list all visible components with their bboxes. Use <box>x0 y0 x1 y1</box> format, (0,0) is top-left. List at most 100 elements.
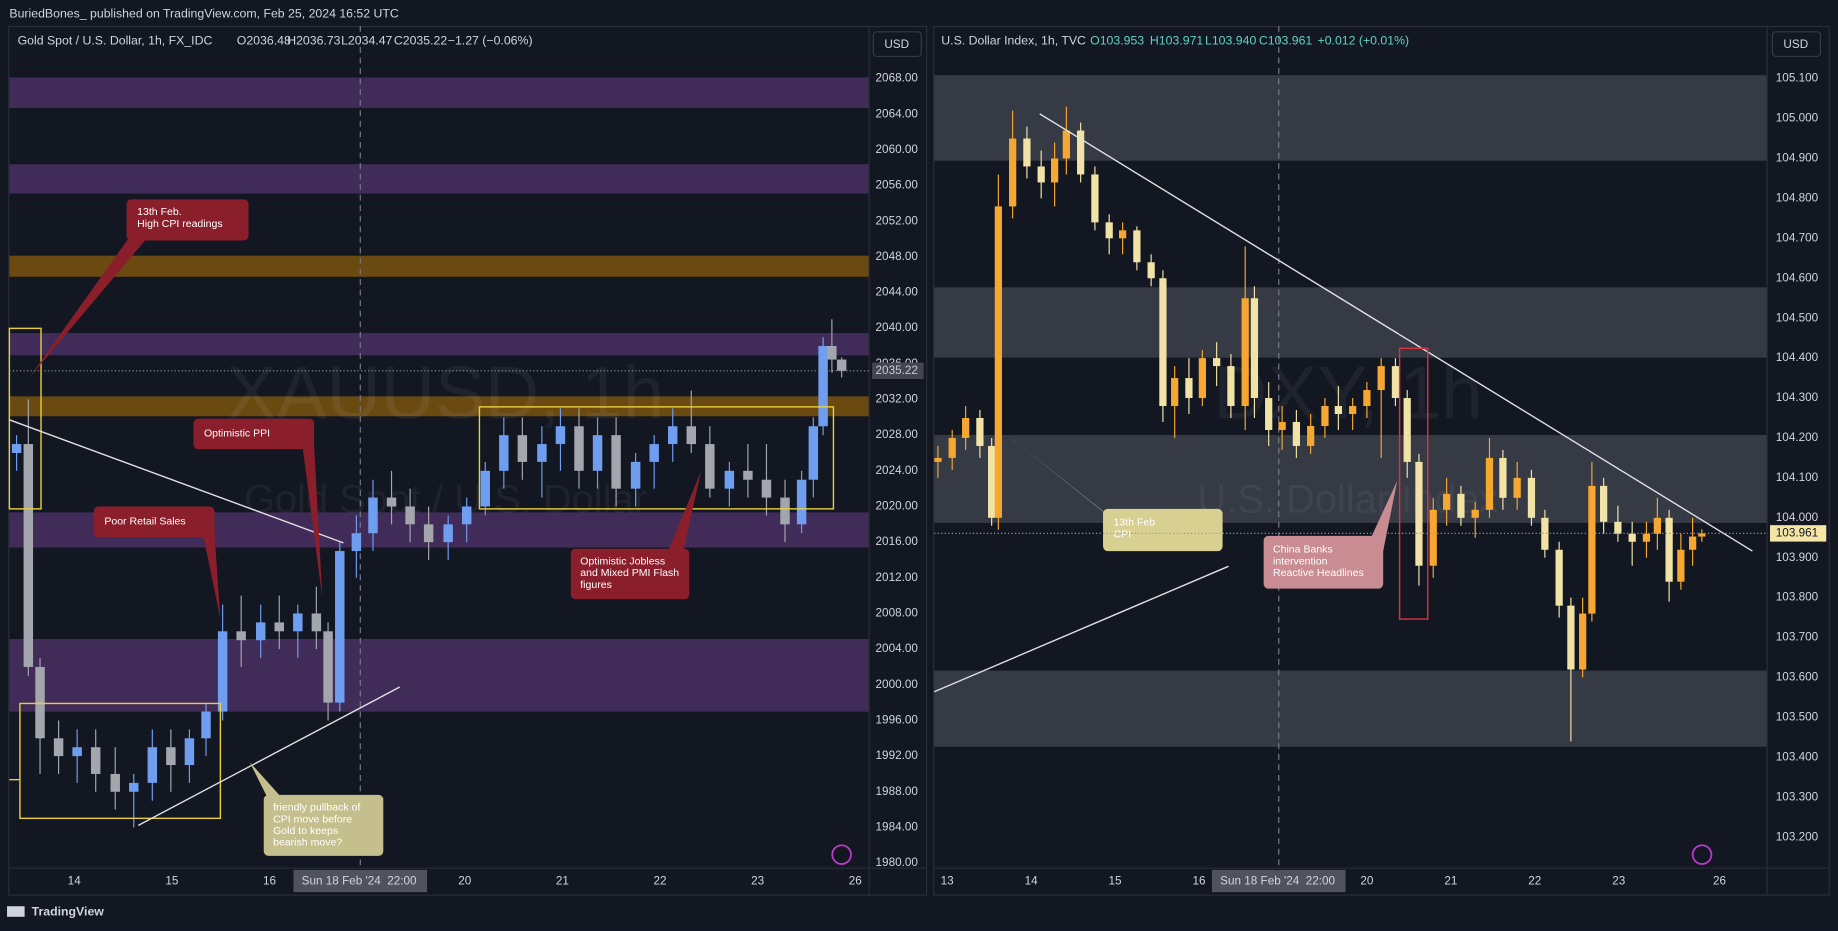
y-tick-label: 2048.00 <box>876 250 919 263</box>
callout-text: Poor Retail Sales <box>104 516 185 528</box>
y-tick-label: 104.500 <box>1776 311 1819 324</box>
callout <box>570 548 690 600</box>
candle-body <box>592 435 603 471</box>
callout <box>126 199 249 241</box>
candle-body <box>1600 485 1608 522</box>
y-tick-label: 2060.00 <box>876 143 919 156</box>
candle-body <box>1147 262 1155 279</box>
candle-body <box>166 747 176 766</box>
y-tick-label: 103.200 <box>1776 830 1819 843</box>
candle-body <box>1698 533 1706 537</box>
candle-body <box>217 631 228 712</box>
alert-icon[interactable] <box>1691 844 1713 865</box>
candle-body <box>129 782 139 792</box>
ohlc: −1.27 (−0.06%) <box>448 33 533 47</box>
y-tick-label: 104.200 <box>1776 431 1819 444</box>
candle-body <box>836 359 847 371</box>
candle-body <box>1292 421 1301 446</box>
y-tick-label: 2068.00 <box>876 72 919 85</box>
candle-body <box>255 622 266 641</box>
candle-body <box>517 435 528 462</box>
x-tick-label: 22 <box>654 875 667 888</box>
zones <box>9 77 869 712</box>
last-price-label: 103.961 <box>1776 526 1818 539</box>
callout-text: CPI <box>1114 528 1132 540</box>
candle-body <box>611 435 621 489</box>
candle-body <box>184 738 195 766</box>
candle-body <box>1403 398 1411 462</box>
candle-body <box>1050 158 1059 183</box>
candle-body <box>1377 366 1385 391</box>
y-tick-label: 2056.00 <box>876 179 919 192</box>
candle-body <box>368 497 378 534</box>
y-tick-label: 103.500 <box>1776 711 1819 724</box>
ohlc: H2036.73 <box>287 33 340 47</box>
y-tick-label: 2016.00 <box>876 535 919 548</box>
last-price-box <box>1770 525 1827 542</box>
currency-button[interactable] <box>1771 31 1822 57</box>
y-tick-label: 1992.00 <box>876 749 919 762</box>
candle-body <box>90 747 101 774</box>
candle-body <box>1541 517 1549 550</box>
candle-body <box>1614 521 1622 534</box>
candle-body <box>686 426 697 445</box>
y-tick-label: 103.800 <box>1776 591 1819 604</box>
candle-body <box>1023 138 1031 167</box>
zone <box>9 255 869 277</box>
candle-body <box>1391 366 1400 399</box>
currency[interactable]: USD <box>1783 38 1808 51</box>
y-tick-label: 104.100 <box>1776 471 1819 484</box>
candle-body <box>499 435 509 471</box>
callout-text: Optimistic PPI <box>204 428 270 440</box>
y-tick-label: 103.700 <box>1776 631 1819 644</box>
callout <box>1103 508 1223 552</box>
currency[interactable]: USD <box>884 38 909 51</box>
candle-body <box>35 666 45 739</box>
callout-text: CPI move before <box>273 813 352 825</box>
box <box>8 327 42 510</box>
y-tick-label: 103.300 <box>1776 790 1819 803</box>
candles <box>934 106 1706 742</box>
candle-body <box>988 445 996 518</box>
chart-title: Gold Spot / U.S. Dollar, 1h, FX_IDC <box>18 33 213 47</box>
callout-text: 13th Feb. <box>137 206 182 218</box>
candle-body <box>274 622 284 632</box>
x-tick-label: 14 <box>68 875 82 888</box>
candle-body <box>1579 613 1587 670</box>
currency-button[interactable] <box>872 31 922 57</box>
candle-body <box>480 470 490 507</box>
ohlc: C103.961 <box>1259 33 1312 47</box>
box <box>478 406 835 510</box>
candle-body <box>1443 493 1451 510</box>
callout <box>263 794 384 856</box>
callout-text: High CPI readings <box>137 218 222 230</box>
y-tick-label: 2000.00 <box>876 678 919 691</box>
trendline <box>933 565 1229 693</box>
y-tick-label: 1984.00 <box>876 821 919 834</box>
y-tick-label: 2008.00 <box>876 607 919 620</box>
candle-body <box>705 444 715 489</box>
candle-body <box>1499 457 1507 498</box>
callout-text: China Banks <box>1273 544 1333 556</box>
crosshair-time: 22:00 <box>1306 875 1336 888</box>
candle-body <box>649 444 659 462</box>
crosshair-label-box <box>293 869 428 893</box>
y-tick-label: 2020.00 <box>876 500 919 513</box>
alert-icon[interactable] <box>831 844 852 865</box>
logo <box>7 906 25 917</box>
zone <box>934 435 1767 523</box>
candle-body <box>236 631 246 641</box>
callout-text: bearish move? <box>273 837 342 849</box>
crosshair-date: Sun 18 Feb '24 <box>1220 875 1300 888</box>
callouts: 13th Feb CPI China Banks intervention Re… <box>1005 433 1398 589</box>
candle-body <box>630 461 641 489</box>
right-panel <box>933 25 1830 896</box>
callout <box>193 418 315 450</box>
candle-body <box>1349 406 1357 415</box>
x-tick-label: 15 <box>1109 875 1123 888</box>
x-tick-label: 16 <box>263 875 276 888</box>
candle-body <box>780 497 790 525</box>
candle-body <box>72 747 82 757</box>
candle-body <box>796 479 807 525</box>
